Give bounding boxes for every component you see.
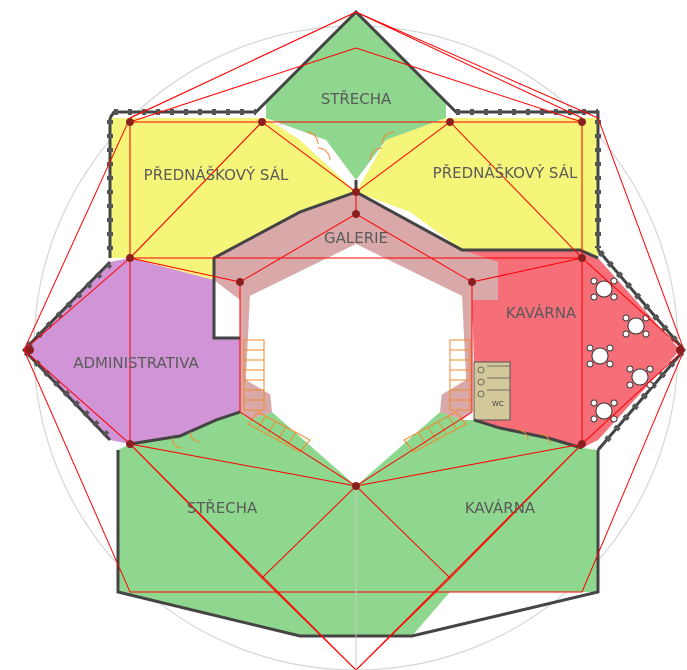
room-administrativa — [24, 258, 240, 444]
label-strecha-bottom: STŘECHA — [187, 498, 258, 517]
stairs-right — [403, 339, 471, 453]
cafe-table — [590, 277, 618, 301]
label-kavarna-right: KAVÁRNA — [506, 303, 577, 322]
room-prednaskovy-sal-right — [356, 118, 598, 258]
cafe-table — [626, 365, 654, 389]
label-strecha-top: STŘECHA — [321, 89, 392, 108]
label-kavarna-bottom: KAVÁRNA — [465, 498, 536, 517]
label-prednaskovy-sal-right: PŘEDNÁŠKOVÝ SÁL — [433, 163, 578, 182]
wc-fixtures — [477, 365, 510, 398]
wc-block — [473, 361, 511, 421]
label-galerie: GALERIE — [324, 229, 388, 247]
glazing-marks — [23, 109, 685, 450]
label-prednaskovy-sal-left: PŘEDNÁŠKOVÝ SÁL — [144, 165, 289, 184]
grid-nodes — [26, 118, 684, 490]
room-prednaskovy-sal-left — [110, 118, 356, 280]
stairs-left — [243, 339, 311, 453]
room-kavarna-right — [462, 250, 680, 448]
cafe-table — [622, 314, 650, 338]
toilet-icon — [477, 390, 485, 398]
cafe-table — [586, 344, 614, 368]
room-galerie — [214, 192, 498, 420]
cafe-table — [590, 399, 618, 423]
room-strecha-top — [266, 12, 446, 180]
toilet-icon — [477, 366, 485, 374]
wc-label: WC — [492, 400, 504, 408]
central-courtyard — [246, 244, 466, 446]
toilet-icon — [477, 378, 485, 386]
label-administrativa: ADMINISTRATIVA — [73, 354, 199, 372]
cafe-tables — [586, 277, 654, 423]
door-swings — [171, 131, 551, 449]
room-kavarna-bottom — [262, 412, 598, 636]
